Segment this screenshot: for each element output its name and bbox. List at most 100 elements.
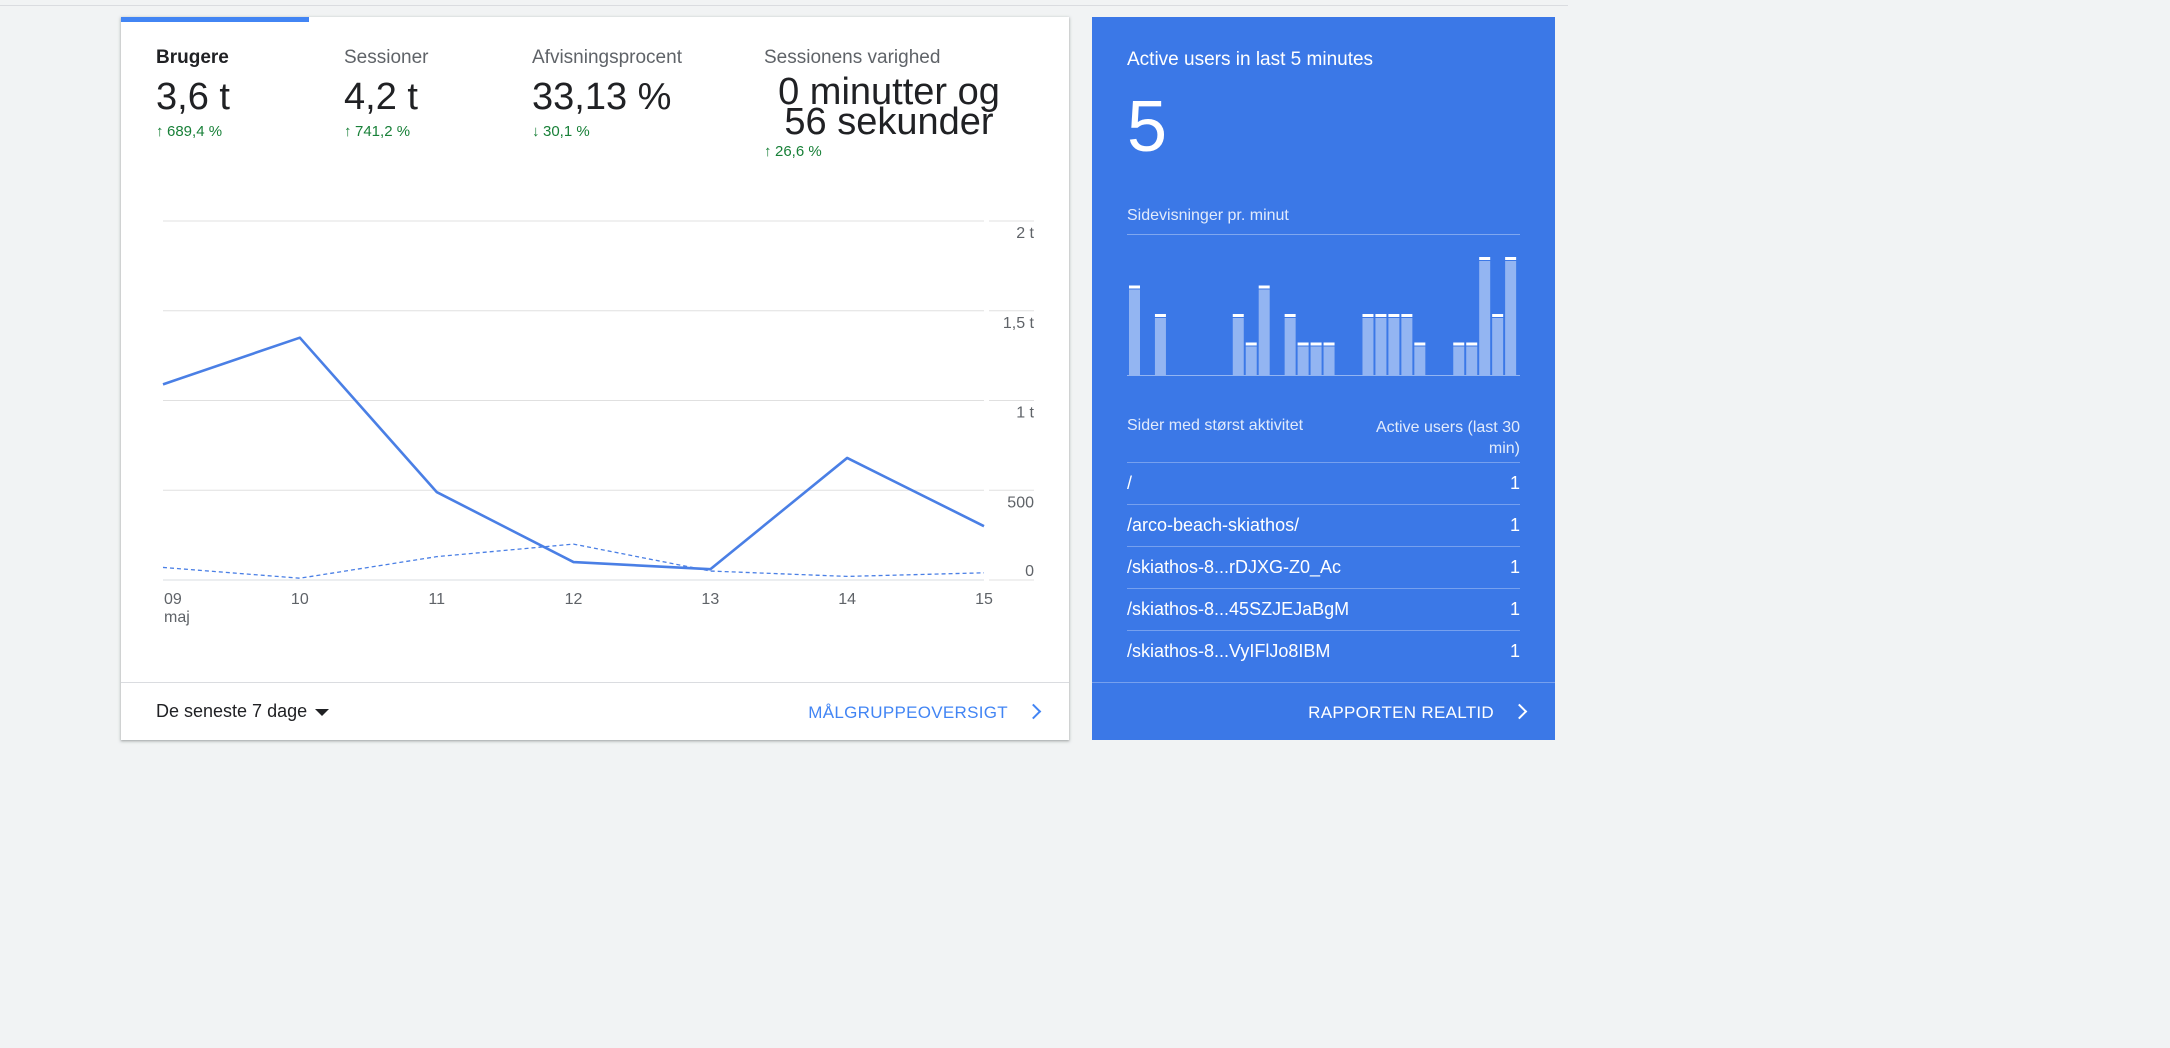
pageview-bar-cap bbox=[1232, 314, 1244, 317]
page-path: / bbox=[1127, 473, 1133, 493]
realtime-footer: RAPPORTEN REALTID bbox=[1092, 682, 1555, 741]
x-tick-label: 14 bbox=[838, 591, 856, 608]
active-users-count: 5 bbox=[1127, 87, 1168, 167]
pageview-bar-cap bbox=[1258, 285, 1270, 289]
pageview-bar bbox=[1245, 346, 1257, 375]
y-tick-label: 1 t bbox=[1016, 405, 1034, 422]
pageview-bar-cap bbox=[1414, 342, 1426, 346]
pageview-bar bbox=[1375, 318, 1387, 375]
y-tick-label: 1,5 t bbox=[1003, 315, 1035, 332]
date-range-dropdown[interactable]: De seneste 7 dage bbox=[156, 701, 330, 722]
pageview-bar bbox=[1284, 318, 1296, 375]
pageview-bar bbox=[1232, 318, 1244, 375]
x-tick-label: 13 bbox=[701, 591, 719, 608]
arrow-up-icon: ↑ bbox=[344, 123, 352, 140]
page-users: 1 bbox=[1509, 473, 1520, 493]
pageview-bar bbox=[1401, 318, 1413, 375]
pageview-bar bbox=[1492, 318, 1504, 375]
active-tab-indicator bbox=[121, 17, 309, 22]
pageview-bar-cap bbox=[1388, 314, 1400, 317]
page-users: 1 bbox=[1509, 557, 1520, 577]
pageview-bar-cap bbox=[1492, 314, 1504, 317]
realtime-title: Active users in last 5 minutes bbox=[1127, 49, 1374, 70]
metric-tab-bounce-rate[interactable]: Afvisningsprocent 33,13 % ↓ 30,1 % bbox=[532, 47, 682, 140]
pageview-bar bbox=[1453, 346, 1465, 375]
pageview-bar-cap bbox=[1154, 314, 1166, 317]
page-users: 1 bbox=[1509, 599, 1520, 619]
pageview-bar bbox=[1388, 318, 1400, 375]
realtime-card: Active users in last 5 minutes 5 Sidevis… bbox=[1092, 17, 1555, 740]
metric-value: 4,2 t bbox=[344, 76, 418, 118]
arrow-down-icon: ↓ bbox=[532, 123, 540, 140]
table-row[interactable]: /skiathos-8...rDJXG-Z0_Ac 1 bbox=[1127, 546, 1520, 588]
top-pages-table: /1 /arco-beach-skiathos/1 /skiathos-8...… bbox=[1127, 462, 1520, 672]
top-divider bbox=[0, 5, 1568, 6]
metric-tab-session-duration[interactable]: Sessionens varighed 0 minutter og 56 seku… bbox=[764, 47, 1014, 160]
table-row[interactable]: /1 bbox=[1127, 462, 1520, 504]
pageview-bar-cap bbox=[1505, 257, 1517, 260]
pageview-bar bbox=[1310, 346, 1322, 375]
x-tick-label: 12 bbox=[565, 591, 583, 608]
metric-value: 33,13 % bbox=[532, 76, 672, 118]
series-line-current bbox=[162, 336, 985, 571]
pageview-bar bbox=[1505, 261, 1517, 375]
caret-down-icon bbox=[315, 708, 330, 716]
card-footer: De seneste 7 dage MÅLGRUPPEOVERSIGT bbox=[121, 682, 1069, 741]
chevron-right-icon bbox=[1511, 703, 1528, 720]
pageview-bar bbox=[1466, 346, 1478, 375]
y-tick-label: 0 bbox=[1025, 563, 1034, 580]
pageview-bar bbox=[1362, 318, 1374, 375]
pageviews-bar-chart bbox=[1127, 257, 1520, 376]
top-pages-header: Sider med størst aktivitet bbox=[1127, 417, 1304, 434]
x-tick-label: 15 bbox=[975, 591, 993, 608]
pageview-bar-cap bbox=[1129, 285, 1140, 289]
metric-label: Sessioner bbox=[344, 47, 429, 68]
pageview-bar bbox=[1154, 318, 1166, 375]
x-tick-sublabel: maj bbox=[164, 609, 190, 626]
arrow-up-icon: ↑ bbox=[764, 143, 772, 160]
active-users-header: Active users (last 30 min) bbox=[1375, 419, 1520, 457]
audience-overview-card: Brugere 3,6 t ↑ 689,4 % Sessioner 4,2 t ↑… bbox=[121, 17, 1069, 740]
x-tick-label: 10 bbox=[291, 591, 309, 608]
series-line-comparison bbox=[162, 543, 985, 579]
chevron-right-icon bbox=[1025, 703, 1042, 720]
pageview-bar bbox=[1479, 261, 1491, 375]
metric-label: Afvisningsprocent bbox=[532, 47, 682, 68]
arrow-up-icon: ↑ bbox=[156, 123, 164, 140]
page-path: /skiathos-8...rDJXG-Z0_Ac bbox=[1127, 557, 1342, 577]
pageview-bar-cap bbox=[1323, 342, 1335, 346]
table-row[interactable]: /skiathos-8...VyIFlJo8IBM 1 bbox=[1127, 630, 1520, 672]
metric-tab-users[interactable]: Brugere 3,6 t ↑ 689,4 % bbox=[156, 47, 230, 140]
metric-change: ↑ 26,6 % bbox=[764, 143, 822, 160]
page-users: 1 bbox=[1509, 515, 1520, 535]
metric-label: Sessionens varighed bbox=[764, 47, 941, 68]
metric-tab-sessions[interactable]: Sessioner 4,2 t ↑ 741,2 % bbox=[344, 47, 429, 140]
metric-change: ↑ 741,2 % bbox=[344, 123, 411, 140]
pageview-bar-cap bbox=[1245, 342, 1257, 346]
pageview-bar bbox=[1414, 346, 1426, 375]
pageview-bar-cap bbox=[1466, 342, 1478, 346]
pageview-bar-cap bbox=[1401, 314, 1413, 317]
divider bbox=[1127, 234, 1520, 235]
pageview-bar bbox=[1129, 289, 1140, 375]
x-tick-label: 11 bbox=[428, 591, 445, 608]
pageview-bar-cap bbox=[1375, 314, 1387, 317]
audience-overview-link[interactable]: MÅLGRUPPEOVERSIGT bbox=[808, 703, 1042, 723]
pageview-bar-cap bbox=[1284, 314, 1296, 317]
x-tick-label: 09 bbox=[164, 591, 182, 608]
metric-value: 3,6 t bbox=[156, 76, 230, 118]
pageview-bar-cap bbox=[1310, 342, 1322, 346]
realtime-report-link[interactable]: RAPPORTEN REALTID bbox=[1308, 703, 1528, 723]
pageview-bar-cap bbox=[1297, 342, 1309, 346]
pageview-bar bbox=[1323, 346, 1335, 375]
users-line-chart: 0 500 1 t 1,5 t 2 t 09 10 11 12 13 14 15 maj bbox=[162, 220, 1035, 626]
y-tick-label: 2 t bbox=[1016, 225, 1034, 242]
table-row[interactable]: /skiathos-8...45SZJEJaBgM 1 bbox=[1127, 588, 1520, 630]
pageviews-per-minute-label: Sidevisninger pr. minut bbox=[1127, 207, 1289, 224]
y-tick-label: 500 bbox=[1007, 494, 1034, 511]
metric-value: 0 minutter og 56 sekunder bbox=[778, 71, 1000, 143]
metric-change: ↓ 30,1 % bbox=[532, 123, 590, 140]
pageview-bar bbox=[1297, 346, 1309, 375]
table-row[interactable]: /arco-beach-skiathos/1 bbox=[1127, 504, 1520, 546]
page-users: 1 bbox=[1509, 641, 1520, 661]
